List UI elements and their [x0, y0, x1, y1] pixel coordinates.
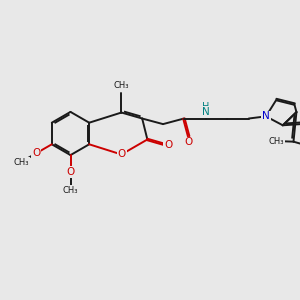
Text: N: N [202, 107, 209, 117]
Text: CH₃: CH₃ [268, 136, 284, 146]
Text: H: H [202, 102, 209, 112]
Text: O: O [66, 167, 75, 177]
Text: N: N [262, 111, 270, 122]
Text: O: O [118, 149, 126, 159]
Text: O: O [184, 137, 193, 148]
Text: CH₃: CH₃ [63, 186, 78, 195]
Text: CH₃: CH₃ [114, 81, 129, 90]
Text: O: O [32, 148, 40, 158]
Text: CH₃: CH₃ [14, 158, 29, 166]
Text: O: O [164, 140, 172, 151]
